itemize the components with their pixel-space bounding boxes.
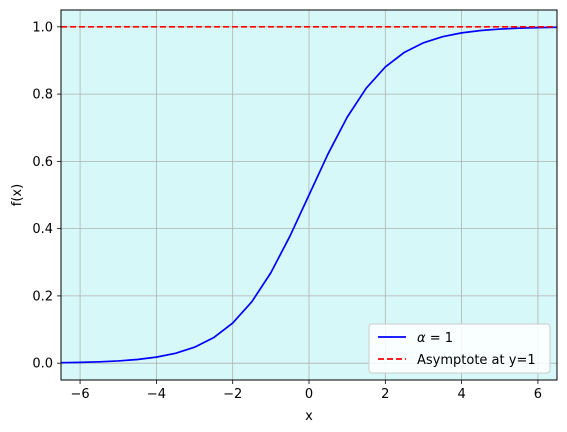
grid (61, 10, 557, 380)
y-tick-label: 0.4 (32, 222, 53, 237)
x-tick-label: 4 (457, 387, 465, 402)
y-tick-label: 0.8 (32, 88, 53, 103)
x-tick-label: −4 (147, 387, 166, 402)
series-layer (60, 25, 558, 364)
x-tick-label: −2 (223, 387, 242, 402)
y-tick-label: 0.6 (32, 155, 53, 170)
x-tick-label: −6 (70, 387, 89, 402)
y-tick-label: 0.0 (32, 357, 53, 372)
sigmoid-line (60, 26, 558, 364)
x-axis-label: x (305, 409, 313, 424)
legend-box (368, 323, 551, 374)
y-axis-label: f(x) (10, 184, 25, 206)
legend: α = 1 Asymptote at y=1 (368, 323, 551, 374)
x-tick-label: 6 (534, 387, 542, 402)
x-tick-label: 2 (381, 387, 389, 402)
y-tick-label: 1.0 (32, 20, 53, 35)
legend-label-asymptote: Asymptote at y=1 (417, 353, 536, 368)
legend-label-sigmoid: α = 1 (417, 331, 453, 346)
x-tick-label: 0 (305, 387, 313, 402)
y-axis: 0.0 0.2 0.4 0.6 0.8 1.0 (32, 20, 61, 372)
y-tick-label: 0.2 (32, 289, 53, 304)
x-axis: −6 −4 −2 0 2 4 6 (70, 380, 542, 402)
